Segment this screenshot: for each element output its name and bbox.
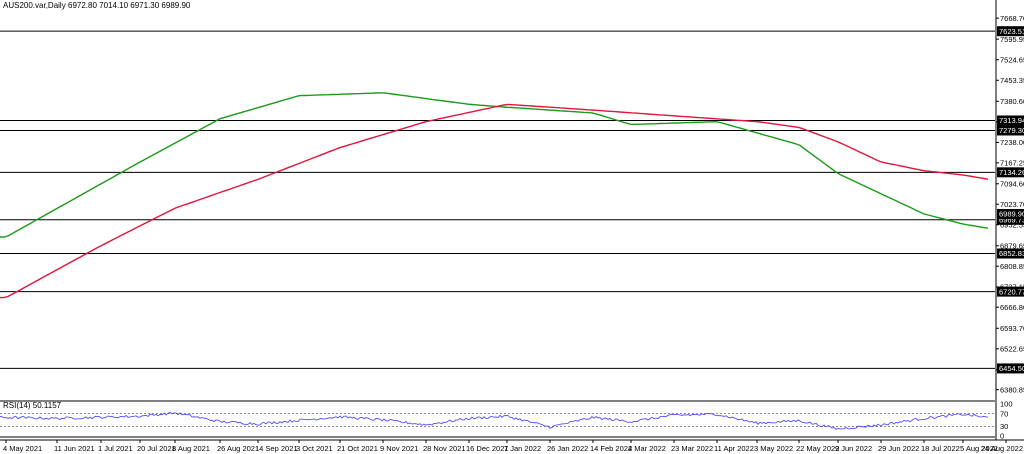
price-tick-label: 7023.70 — [1000, 200, 1024, 209]
level-label-box — [997, 248, 1024, 259]
price-tick-label: 6666.80 — [1000, 303, 1024, 312]
date-tick-label: 9 Jun 2022 — [835, 444, 872, 453]
price-tick-label: 6522.65 — [1000, 344, 1024, 353]
level-label-text: 7279.30 — [999, 126, 1024, 135]
price-tick-label: 6380.85 — [1000, 385, 1024, 394]
date-tick-label: 14 Feb 2022 — [590, 444, 632, 453]
level-label-text: 7134.26 — [999, 168, 1024, 177]
chart-header-symbol: AUS200.var,Daily — [3, 1, 66, 10]
level-label-box — [997, 214, 1024, 225]
level-label-text: 6720.77 — [999, 287, 1024, 296]
date-tick-label: 11 Apr 2022 — [714, 444, 754, 453]
level-label-text: 7313.94 — [999, 116, 1024, 125]
moving-average-line — [0, 103, 989, 299]
level-label-box — [997, 286, 1024, 297]
date-tick-label: 29 Jun 2022 — [878, 444, 919, 453]
rsi-panel — [0, 400, 995, 438]
level-label-box — [997, 167, 1024, 178]
date-tick-label: 21 Oct 2021 — [337, 444, 378, 453]
price-tick-label: 7524.65 — [1000, 55, 1024, 64]
date-tick-label: 16 Dec 2021 — [466, 444, 509, 453]
rsi-line — [0, 411, 989, 430]
moving-average-lines — [0, 92, 989, 299]
level-label-box — [997, 125, 1024, 136]
date-tick-label: 26 Jan 2022 — [547, 444, 588, 453]
rsi-tick-label: 70 — [1000, 409, 1008, 418]
level-label-box — [997, 115, 1024, 126]
price-tick-label: 6593.70 — [1000, 324, 1024, 333]
date-tick-label: 4 May 2021 — [3, 444, 42, 453]
date-tick-label: 23 Mar 2022 — [671, 444, 713, 453]
support-resistance-levels — [0, 30, 995, 369]
date-tick-label: 1 Jul 2021 — [98, 444, 133, 453]
date-tick-label: 26 Aug 2021 — [217, 444, 259, 453]
date-tick-label: 8 Aug 2021 — [172, 444, 210, 453]
level-label-text: 6454.50 — [999, 364, 1024, 373]
date-tick-label: 9 Nov 2021 — [380, 444, 418, 453]
date-tick-label: 28 Nov 2021 — [423, 444, 466, 453]
rsi-tick-label: 0 — [1000, 432, 1004, 441]
level-label-text: 6989.90 — [999, 210, 1024, 219]
date-tick-label: 3 Oct 2021 — [296, 444, 333, 453]
chart-header-ohlc: 6972.80 7014.10 6971.30 6989.90 — [68, 1, 191, 10]
rsi-tick-label: 100 — [1000, 400, 1013, 409]
date-tick-label: 3 May 2022 — [754, 444, 793, 453]
date-tick-label: 11 Jun 2021 — [54, 444, 95, 453]
price-tick-label: 6879.65 — [1000, 241, 1024, 250]
level-label-box — [997, 363, 1024, 374]
price-tick-label: 7453.35 — [1000, 76, 1024, 85]
date-tick-label: 7 Jan 2022 — [504, 444, 541, 453]
price-tick-label: 7167.25 — [1000, 159, 1024, 168]
date-tick-label: 14 Sep 2021 — [255, 444, 298, 453]
level-label-text: 6969.73 — [999, 215, 1024, 224]
rsi-tick-label: 30 — [1000, 422, 1008, 431]
price-tick-label: 7595.95 — [1000, 35, 1024, 44]
price-tick-label: 7238.00 — [1000, 138, 1024, 147]
price-tick-label: 7668.70 — [1000, 14, 1024, 23]
level-label-box — [997, 208, 1024, 219]
level-label-text: 6852.83 — [999, 249, 1024, 258]
price-tick-label: 7380.60 — [1000, 97, 1024, 106]
price-tick-label: 6808.85 — [1000, 262, 1024, 271]
level-label-box — [997, 26, 1024, 37]
moving-average-line — [0, 92, 989, 238]
date-tick-label: 18 Jul 2022 — [921, 444, 960, 453]
price-tick-label: 7094.60 — [1000, 179, 1024, 188]
date-tick-label: 5 Aug 2022 — [960, 444, 998, 453]
date-tick-label: 22 May 2022 — [796, 444, 839, 453]
level-label-text: 7623.51 — [999, 27, 1024, 36]
date-tick-label: 24 Aug 2022 — [981, 444, 1023, 453]
rsi-title: RSI(14) 50.1157 — [3, 401, 62, 410]
date-tick-label: 20 Jul 2021 — [137, 444, 176, 453]
price-tick-label: 6952.55 — [1000, 220, 1024, 229]
date-tick-label: 4 Mar 2022 — [628, 444, 666, 453]
